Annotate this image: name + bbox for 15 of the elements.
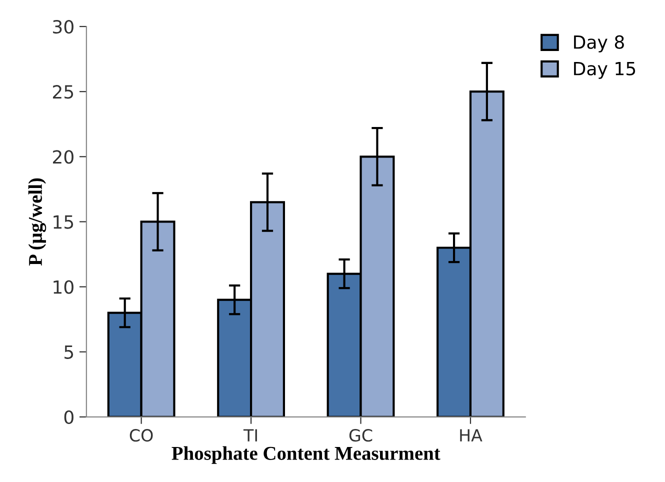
y-tick-label: 15: [54, 215, 74, 229]
y-tick-label: 0: [64, 410, 74, 424]
y-tick-label: 25: [52, 85, 74, 99]
y-axis-title: P (µg/well): [28, 178, 46, 266]
x-tick-label: TI: [243, 429, 257, 442]
x-tick-label: HA: [460, 429, 482, 442]
legend-label: Day 15: [574, 62, 636, 79]
legend-label: Day 8: [574, 35, 624, 52]
y-tick-label: 30: [53, 20, 74, 34]
x-axis-title: Phosphate Content Measurment: [172, 446, 440, 464]
y-tick-label: 10: [54, 280, 74, 294]
y-tick-label: 20: [52, 150, 74, 164]
y-tick-label: 5: [64, 346, 74, 359]
x-tick-label: CO: [130, 429, 153, 442]
x-tick-label: GC: [349, 429, 372, 442]
